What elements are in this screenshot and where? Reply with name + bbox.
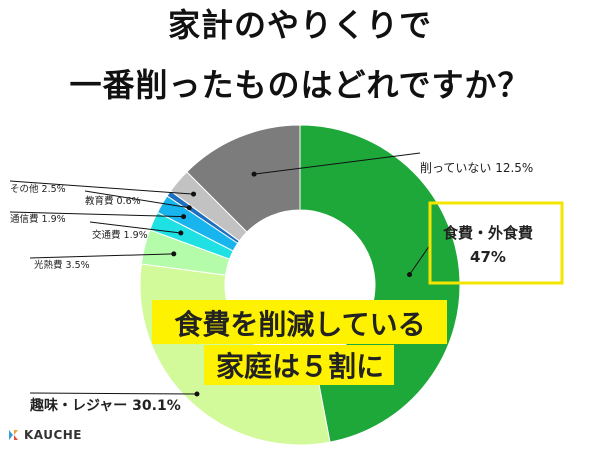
- callout-line2: 家庭は５割に: [216, 350, 384, 383]
- leader-line-2: [29, 392, 197, 395]
- callout-line1: 食費を削減している: [174, 308, 425, 341]
- chart-title-line2: 一番削ったものはどれですか？: [69, 66, 531, 104]
- brand-name: KAUCHE: [24, 428, 83, 442]
- leader-line-1: [409, 244, 431, 275]
- leader-dot-8: [251, 171, 257, 177]
- leader-dot-7: [191, 191, 197, 197]
- label-交通費: 交通費 1.9%: [92, 229, 148, 241]
- callout-highlight-2: [204, 345, 394, 385]
- label-削っていない: 削っていない 12.5%: [420, 161, 533, 175]
- leader-line-4: [89, 221, 181, 234]
- leader-line-8: [254, 152, 421, 175]
- chart-title-line1: 家計のやりくりで: [167, 6, 432, 44]
- leader-dot-2: [194, 391, 200, 397]
- kauche-logo-icon: [9, 430, 18, 440]
- leader-dot-5: [181, 214, 187, 220]
- slice-8: [186, 124, 301, 233]
- label-趣味-レジャー: 趣味・レジャー 30.1%: [29, 397, 181, 414]
- highlight-box: [428, 201, 564, 285]
- callout-highlight-1: [152, 300, 447, 344]
- leader-dot-4: [178, 230, 184, 236]
- label-その他: その他 2.5%: [10, 183, 66, 195]
- leader-dot-6: [186, 205, 192, 211]
- label-食費-外食費: 食費・外食費: [443, 224, 533, 242]
- brand-logo: KAUCHE: [8, 428, 82, 442]
- leader-line-7: [9, 180, 194, 195]
- label-通信費: 通信費 1.9%: [10, 213, 66, 225]
- label-教育費: 教育費 0.6%: [85, 195, 141, 207]
- leader-line-6: [84, 190, 190, 209]
- leader-line-3: [29, 253, 174, 259]
- leader-dot-1: [407, 272, 413, 278]
- leader-dot-3: [171, 251, 177, 257]
- label-光熱費: 光熱費 3.5%: [34, 259, 90, 271]
- leader-line-5: [9, 211, 184, 218]
- value-食費-外食費: 47%: [470, 248, 506, 266]
